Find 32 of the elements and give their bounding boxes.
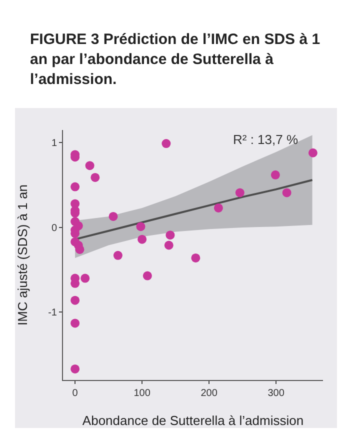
y-tick-label: -1 bbox=[48, 308, 58, 319]
point bbox=[138, 234, 147, 244]
y-tick-label: 1 bbox=[51, 138, 58, 150]
x-tick-label: 100 bbox=[134, 388, 151, 399]
chart-title: FIGURE 3 Prédiction de l’IMC en SDS à 1 an par l’abondance de Sutterella à l’admission. bbox=[30, 30, 322, 90]
point bbox=[270, 170, 280, 180]
y-axis-title: IMC ajusté (SDS) à 1 an bbox=[15, 184, 30, 326]
x-axis-title: Abondance de Sutterella à l’admission bbox=[82, 413, 304, 428]
point bbox=[142, 271, 152, 280]
point bbox=[70, 296, 80, 305]
x-tick-label: 200 bbox=[200, 388, 218, 399]
point bbox=[85, 161, 94, 170]
x-tick-label: 300 bbox=[268, 388, 285, 399]
y-tick-label: 0 bbox=[51, 222, 58, 234]
point bbox=[70, 364, 80, 374]
point bbox=[282, 188, 292, 198]
point bbox=[308, 148, 318, 158]
point bbox=[214, 203, 223, 212]
point bbox=[191, 253, 200, 262]
point bbox=[108, 212, 118, 221]
point bbox=[235, 188, 244, 198]
point bbox=[80, 274, 90, 283]
point bbox=[164, 240, 174, 250]
point bbox=[70, 318, 80, 328]
point bbox=[90, 172, 100, 182]
point bbox=[113, 250, 122, 260]
x-tick-label: 0 bbox=[72, 388, 78, 399]
annotation: R² : 13,7 % bbox=[233, 132, 298, 147]
point bbox=[166, 230, 175, 240]
point bbox=[136, 222, 146, 232]
point bbox=[70, 182, 80, 192]
point bbox=[162, 139, 171, 148]
